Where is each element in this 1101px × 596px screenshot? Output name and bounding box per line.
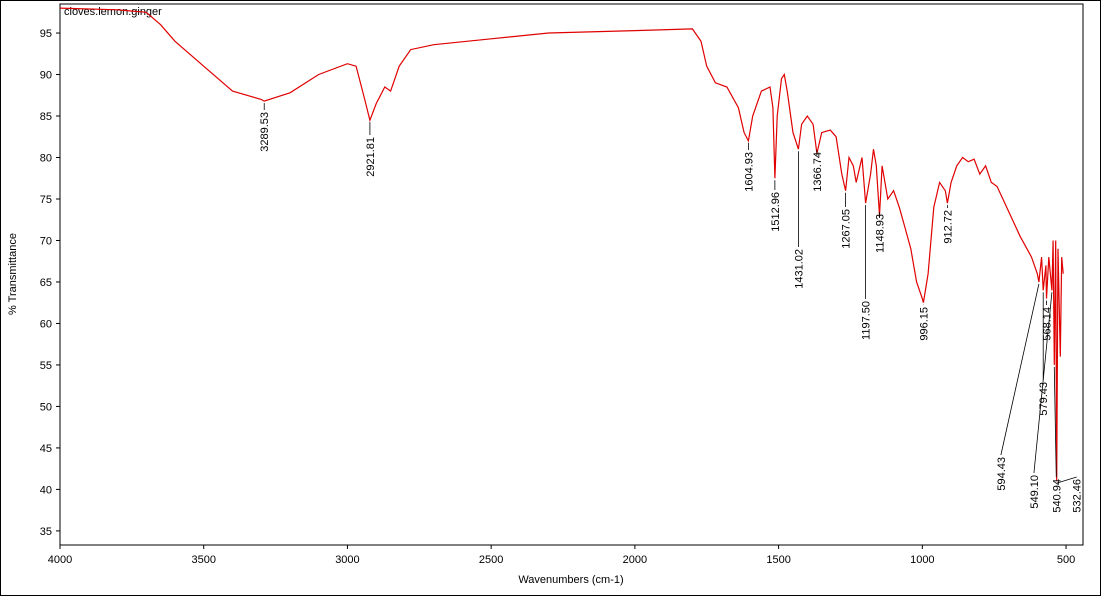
peak-label: 1604.93: [743, 152, 755, 192]
x-tick-label: 2000: [623, 554, 647, 566]
y-tick-label: 40: [40, 484, 52, 496]
peak-label: 996.15: [918, 307, 930, 341]
x-tick-label: 500: [1057, 554, 1075, 566]
peak-label: 549.10: [1029, 475, 1041, 509]
x-tick-label: 3000: [335, 554, 359, 566]
peak-label: 532.46: [1072, 479, 1084, 513]
y-tick-label: 80: [40, 153, 52, 165]
peak-leader: [1056, 476, 1077, 484]
x-tick-label: 2500: [479, 554, 503, 566]
peak-label: 579.43: [1038, 382, 1050, 416]
y-tick-label: 90: [40, 70, 52, 82]
y-tick-label: 65: [40, 277, 52, 289]
y-axis-label: % Transmittance: [7, 233, 19, 315]
peak-label: 1197.50: [861, 301, 873, 340]
peak-leader: [1053, 366, 1057, 478]
peak-label: 1267.05: [841, 209, 853, 249]
y-tick-label: 50: [40, 401, 52, 413]
peak-label: 1148.93: [875, 214, 887, 253]
y-tick-label: 35: [40, 526, 52, 538]
plot-area: [59, 3, 1084, 546]
peak-label: 912.72: [942, 210, 954, 244]
peak-label: 3289.53: [259, 112, 271, 152]
y-tick-label: 95: [40, 28, 52, 40]
peak-label: 1366.74: [812, 152, 824, 192]
x-tick-label: 3500: [191, 554, 215, 566]
y-tick-label: 55: [40, 360, 52, 372]
peak-label: 1431.02: [793, 249, 805, 289]
peak-label: 594.43: [996, 457, 1008, 491]
peak-leader: [1033, 292, 1053, 474]
peak-leader: [1000, 283, 1040, 456]
chart-title: cloves.lemon.ginger: [64, 6, 162, 18]
x-tick-label: 4000: [48, 554, 72, 566]
y-tick-label: 60: [40, 318, 52, 330]
spectrum-line: [59, 7, 1064, 482]
peak-label: 540.94: [1051, 479, 1063, 513]
x-axis-label: Wavenumbers (cm-1): [518, 574, 623, 586]
x-tick-label: 1500: [766, 554, 790, 566]
y-tick-label: 70: [40, 235, 52, 247]
y-tick-label: 45: [40, 443, 52, 455]
peak-label: 2921.81: [365, 137, 377, 177]
peak-label: 568.14: [1041, 307, 1053, 341]
y-tick-label: 75: [40, 194, 52, 206]
peak-label: 1512.96: [770, 192, 782, 232]
x-tick-label: 1000: [910, 554, 934, 566]
y-tick-label: 85: [40, 111, 52, 123]
